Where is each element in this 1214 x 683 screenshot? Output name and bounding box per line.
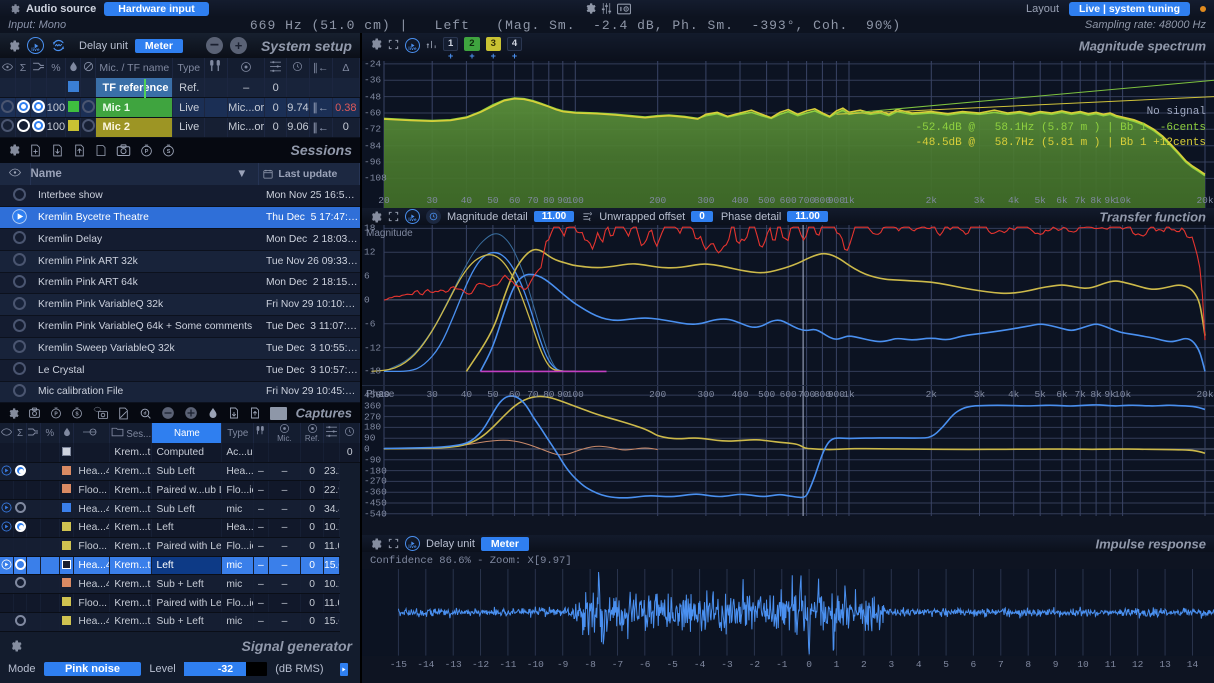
svg-text:S: S — [167, 149, 171, 155]
svg-text:d: d — [143, 410, 146, 416]
svg-text:P: P — [54, 412, 58, 418]
svg-text:P: P — [145, 149, 149, 155]
svg-text:S: S — [75, 412, 79, 418]
